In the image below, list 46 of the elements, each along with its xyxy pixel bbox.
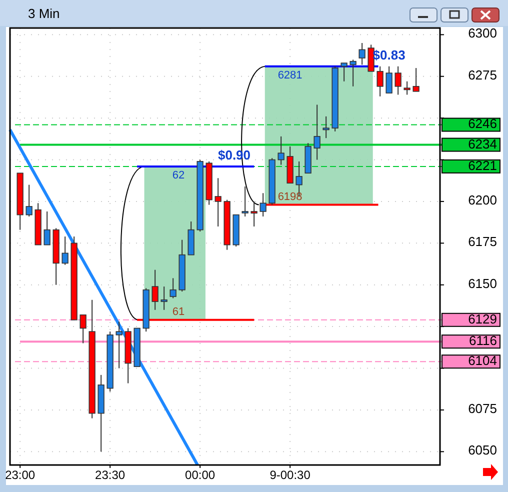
candlestick [322,116,330,139]
x-tick-label: 9-00:30 [270,468,311,482]
candlestick [350,59,356,87]
annotation: 6281 [278,69,302,82]
x-tick-label: 00:00 [185,468,216,482]
candlestick [214,178,222,227]
candlestick [376,66,384,97]
y-tick-label: 6275 [468,68,497,83]
candlestick [160,286,168,310]
candlestick [170,278,176,299]
candlestick [80,314,86,344]
candlestick [386,66,392,94]
chart-title: 3 Min [28,6,60,21]
candlestick [412,68,420,92]
candlestick [340,62,348,82]
ref-line-label: 6104 [468,354,497,369]
candlestick [62,236,68,266]
y-tick-label: 6075 [468,401,497,416]
candlestick [26,184,32,217]
candlestick [260,192,266,217]
y-tick-label: 6300 [468,26,497,42]
x-tick-label: 23:30 [95,468,126,482]
candlestick [152,269,158,310]
ref-line-label: 6116 [469,334,497,349]
candlestick [404,80,410,96]
y-tick-label: 6150 [468,276,497,292]
candlestick [278,136,284,166]
candlestick [242,186,248,217]
y-tick-label: 6200 [468,192,497,208]
candlestick [314,104,320,160]
ref-line-label: 6221 [468,158,497,174]
candlestick [44,210,50,246]
ref-line-label: 6234 [468,136,497,152]
annotation: 61 [172,306,185,318]
candlestick [250,200,258,227]
annotation: 6198 [278,190,302,203]
y-tick-label: 6175 [468,234,497,250]
candlestick [394,66,402,96]
ref-line-label: 6246 [468,116,497,132]
annotation: 62 [172,169,185,182]
candlestick [358,42,366,66]
x-tick-label: 23:00 [5,468,36,482]
candlestick [116,321,122,369]
y-tick-label: 6050 [468,443,497,458]
candlestick [368,44,374,72]
ref-line-label: 6129 [468,312,497,327]
